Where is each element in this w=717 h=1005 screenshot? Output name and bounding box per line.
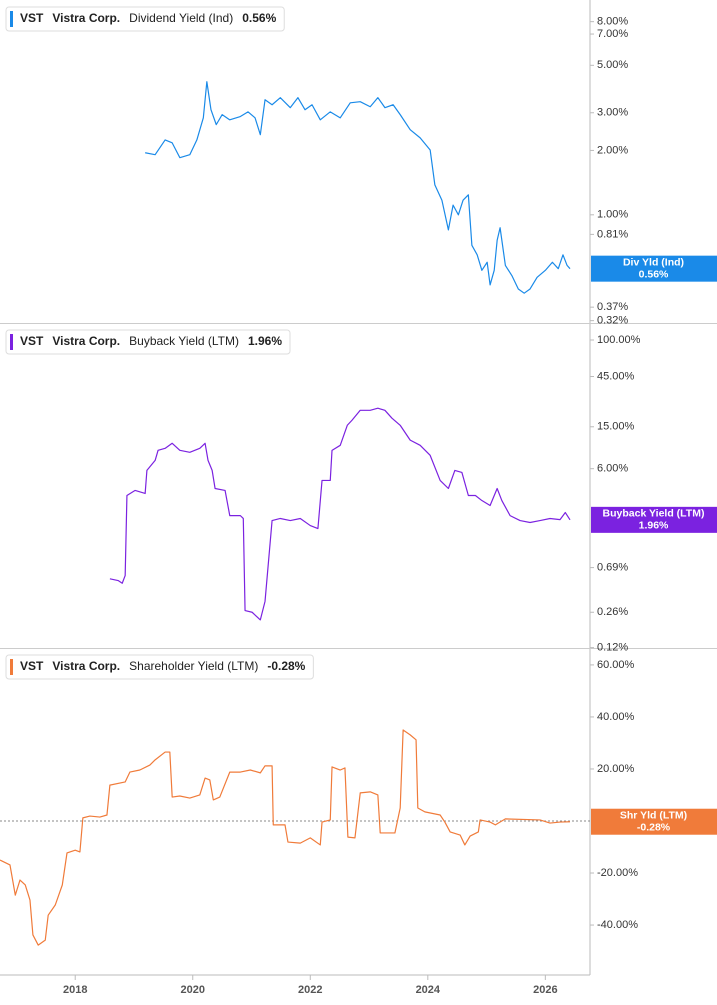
legend-box [5, 329, 291, 355]
legend: VST Vistra Corp. Dividend Yield (Ind) 0.56% [5, 6, 285, 32]
y-tick-label: 0.12% [597, 642, 628, 654]
y-tick-label: 60.00% [597, 659, 635, 671]
y-tick-label: 40.00% [597, 711, 635, 723]
value-badge-box [591, 808, 717, 835]
y-tick-label: 2.00% [597, 144, 628, 156]
legend: VST Vistra Corp. Shareholder Yield (LTM) -0… [5, 654, 314, 680]
legend-ticker: VST [20, 334, 44, 348]
x-tick-label: 2018 [63, 984, 87, 996]
value-badge-value: 0.56% [639, 268, 669, 280]
value-badge-box [591, 255, 717, 282]
legend-ticker: VST [20, 659, 44, 673]
legend-company: Vistra Corp. [52, 659, 120, 673]
y-tick-label: 1.00% [597, 209, 628, 221]
value-badge-value: -0.28% [637, 822, 671, 834]
value-badge-value: 1.96% [639, 520, 669, 532]
y-tick-label: 3.00% [597, 107, 628, 119]
x-tick-label: 2020 [181, 984, 205, 996]
y-tick-label: 45.00% [597, 370, 635, 382]
legend-swatch [10, 334, 13, 350]
legend: VST Vistra Corp. Buyback Yield (LTM) 1.96% [5, 329, 291, 355]
y-tick-label: 6.00% [597, 463, 628, 475]
legend-company: Vistra Corp. [52, 11, 120, 25]
value-badge: Shr Yld (LTM)-0.28% [591, 808, 717, 835]
value-badge: Div Yld (Ind)0.56% [591, 255, 717, 282]
x-tick-label: 2022 [298, 984, 322, 996]
y-tick-label: 15.00% [597, 421, 635, 433]
y-tick-label: -40.00% [597, 919, 638, 931]
y-tick-label: 0.26% [597, 606, 628, 618]
legend-company: Vistra Corp. [52, 334, 120, 348]
legend-box [5, 6, 285, 32]
value-badge-label: Shr Yld (LTM) [620, 810, 687, 822]
value-badge-label: Div Yld (Ind) [623, 256, 684, 268]
legend-series: Buyback Yield (LTM) [129, 334, 239, 348]
x-tick-label: 2026 [533, 984, 557, 996]
y-tick-label: 0.81% [597, 228, 628, 240]
value-badge: Buyback Yield (LTM)1.96% [591, 506, 717, 533]
legend-value: -0.28% [267, 659, 305, 673]
y-tick-label: 7.00% [597, 28, 628, 40]
y-tick-label: 20.00% [597, 763, 635, 775]
y-tick-label: 0.37% [597, 301, 628, 313]
legend-swatch [10, 11, 13, 27]
legend-series: Dividend Yield (Ind) [129, 11, 233, 25]
legend-value: 0.56% [242, 11, 276, 25]
y-tick-label: 5.00% [597, 59, 628, 71]
data-line [109, 407, 571, 621]
legend-ticker: VST [20, 11, 44, 25]
y-tick-label: -20.00% [597, 867, 638, 879]
value-badge-label: Buyback Yield (LTM) [603, 508, 705, 520]
y-tick-label: 100.00% [597, 334, 641, 346]
legend-value: 1.96% [248, 334, 282, 348]
y-tick-label: 0.69% [597, 562, 628, 574]
x-tick-label: 2024 [416, 984, 441, 996]
data-line [0, 729, 571, 946]
legend-series: Shareholder Yield (LTM) [129, 659, 258, 673]
legend-swatch [10, 659, 13, 675]
value-badge-box [591, 506, 717, 533]
y-tick-label: 8.00% [597, 16, 628, 28]
y-tick-label: 0.32% [597, 315, 628, 327]
data-line [145, 81, 571, 294]
legend-box [5, 654, 314, 680]
